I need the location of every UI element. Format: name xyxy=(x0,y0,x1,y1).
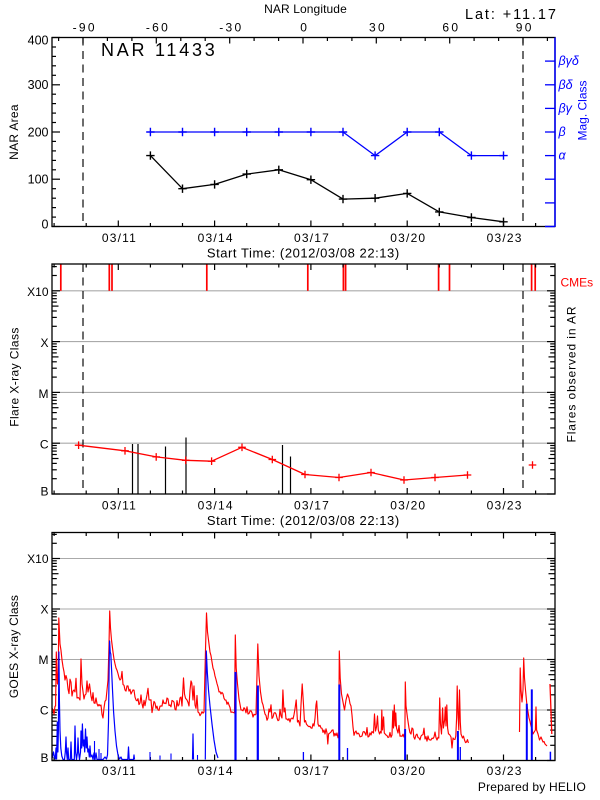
svg-text:0: 0 xyxy=(300,21,309,35)
svg-text:X10: X10 xyxy=(27,285,49,299)
svg-text:B: B xyxy=(40,484,48,498)
svg-text:03/17: 03/17 xyxy=(294,231,330,245)
svg-text:03/11: 03/11 xyxy=(102,764,137,778)
svg-text:Start Time: (2012/03/08 22:13): Start Time: (2012/03/08 22:13) xyxy=(207,246,400,261)
svg-text:300: 300 xyxy=(28,78,49,92)
svg-text:03/11: 03/11 xyxy=(102,499,137,513)
svg-text:X: X xyxy=(40,602,48,616)
svg-text:03/17: 03/17 xyxy=(294,499,330,513)
svg-text:Lat: +11.17: Lat: +11.17 xyxy=(465,7,558,23)
svg-text:M: M xyxy=(39,653,49,667)
svg-text:X10: X10 xyxy=(27,552,49,566)
svg-text:60: 60 xyxy=(442,21,460,35)
svg-text:M: M xyxy=(39,387,49,401)
svg-text:α: α xyxy=(559,149,567,163)
svg-text:β: β xyxy=(558,125,566,139)
svg-text:03/23: 03/23 xyxy=(487,231,523,245)
svg-text:03/11: 03/11 xyxy=(102,231,137,245)
svg-text:NAR Area: NAR Area xyxy=(7,104,21,160)
svg-text:B: B xyxy=(40,751,48,765)
svg-text:Flare X-ray Class: Flare X-ray Class xyxy=(8,327,22,426)
svg-text:Flares observed in AR: Flares observed in AR xyxy=(565,306,579,443)
svg-text:Prepared by HELIO: Prepared by HELIO xyxy=(478,780,586,794)
svg-text:βγ: βγ xyxy=(558,101,573,115)
svg-text:Mag. Class: Mag. Class xyxy=(576,80,590,140)
svg-text:βγδ: βγδ xyxy=(558,54,580,68)
svg-text:0: 0 xyxy=(42,217,49,231)
svg-text:-60: -60 xyxy=(146,21,170,35)
svg-text:03/20: 03/20 xyxy=(390,499,426,513)
svg-text:400: 400 xyxy=(28,34,49,48)
svg-text:GOES X-ray Class: GOES X-ray Class xyxy=(7,595,21,698)
svg-text:Start Time: (2012/03/08 22:13): Start Time: (2012/03/08 22:13) xyxy=(207,513,400,528)
svg-text:C: C xyxy=(40,703,49,717)
svg-text:X: X xyxy=(40,336,48,350)
svg-text:03/23: 03/23 xyxy=(487,764,523,778)
svg-text:90: 90 xyxy=(516,21,534,35)
svg-text:30: 30 xyxy=(369,21,387,35)
svg-text:βδ: βδ xyxy=(558,78,574,92)
svg-text:NAR Longitude: NAR Longitude xyxy=(264,2,347,16)
svg-text:CMEs: CMEs xyxy=(561,276,594,290)
svg-text:C: C xyxy=(40,438,49,452)
svg-text:200: 200 xyxy=(28,125,49,139)
svg-text:-30: -30 xyxy=(219,21,243,35)
svg-text:03/20: 03/20 xyxy=(390,231,426,245)
svg-text:100: 100 xyxy=(28,173,49,187)
svg-text:03/14: 03/14 xyxy=(198,499,234,513)
svg-text:03/14: 03/14 xyxy=(198,231,234,245)
svg-text:03/20: 03/20 xyxy=(390,764,426,778)
svg-text:03/14: 03/14 xyxy=(198,764,234,778)
svg-text:-90: -90 xyxy=(73,21,97,35)
svg-text:03/23: 03/23 xyxy=(487,499,523,513)
svg-text:NAR 11433: NAR 11433 xyxy=(101,40,217,60)
svg-text:03/17: 03/17 xyxy=(294,764,330,778)
